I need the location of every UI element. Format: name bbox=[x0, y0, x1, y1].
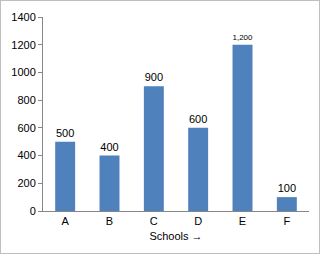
svg-text:600: 600 bbox=[17, 122, 35, 134]
svg-text:400: 400 bbox=[100, 141, 118, 153]
svg-text:400: 400 bbox=[17, 149, 35, 161]
svg-text:1400: 1400 bbox=[11, 11, 35, 23]
svg-text:F: F bbox=[283, 215, 290, 227]
svg-text:B: B bbox=[106, 215, 113, 227]
svg-text:D: D bbox=[194, 215, 202, 227]
svg-text:1200: 1200 bbox=[11, 39, 35, 51]
svg-text:600: 600 bbox=[189, 113, 207, 125]
svg-text:C: C bbox=[150, 215, 158, 227]
svg-text:900: 900 bbox=[145, 71, 163, 83]
svg-text:100: 100 bbox=[278, 182, 296, 194]
svg-text:200: 200 bbox=[17, 177, 35, 189]
svg-text:1,200: 1,200 bbox=[233, 33, 254, 42]
svg-text:0: 0 bbox=[30, 205, 36, 217]
svg-text:1000: 1000 bbox=[11, 66, 35, 78]
svg-text:500: 500 bbox=[56, 127, 74, 139]
svg-text:800: 800 bbox=[17, 94, 35, 106]
svg-text:Schools →: Schools → bbox=[149, 230, 202, 242]
svg-text:A: A bbox=[61, 215, 69, 227]
svg-text:E: E bbox=[239, 215, 246, 227]
